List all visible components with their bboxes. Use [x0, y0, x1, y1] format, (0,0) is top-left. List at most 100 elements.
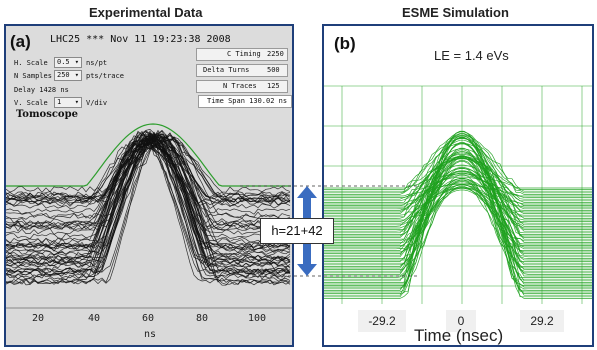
n-traces-value: 125 [267, 82, 280, 90]
signal-trace [324, 184, 592, 245]
signal-trace [324, 155, 592, 296]
harmonic-label: h=21+42 [260, 218, 334, 244]
h-scale-value: 0.5 [57, 58, 70, 66]
chevron-down-icon: ▾ [74, 71, 79, 79]
time-span-box: Time Span 130.02 ns [198, 95, 292, 108]
time-span-value: Time Span 130.02 ns [207, 97, 288, 105]
signal-trace [324, 133, 592, 240]
signal-trace [324, 139, 592, 237]
signal-trace [6, 135, 291, 235]
signal-trace [324, 136, 592, 274]
signal-trace [6, 141, 291, 231]
signal-trace [324, 184, 592, 270]
panel-tag-a: (a) [10, 32, 31, 51]
n-samples-select[interactable]: 250 ▾ [54, 70, 82, 81]
signal-trace [6, 136, 291, 250]
signal-trace [324, 149, 592, 278]
x-tick-label: 80 [196, 313, 209, 324]
trace-bundle [324, 130, 592, 299]
arrow-head-up [297, 186, 317, 198]
h-scale-label: H. Scale [14, 59, 48, 67]
signal-trace [324, 179, 592, 266]
v-scale-value: 1 [57, 98, 62, 106]
signal-trace [324, 170, 592, 235]
signal-trace [324, 181, 592, 259]
signal-trace [324, 156, 592, 227]
signal-trace [6, 132, 291, 199]
signal-trace [324, 172, 592, 243]
delta-turns-box: Delta Turns 500 [196, 64, 288, 77]
n-samples-unit: pts/trace [86, 72, 124, 80]
tomoscope-trace-plot [6, 26, 292, 345]
signal-trace [324, 188, 592, 248]
h-scale-select[interactable]: 0.5 ▾ [54, 57, 82, 68]
signal-trace [324, 183, 592, 197]
delta-turns-value: 500 [267, 66, 280, 74]
signal-trace [324, 189, 592, 250]
scope-title: LHC25 *** Nov 11 19:23:38 2008 [50, 34, 231, 45]
v-scale-unit: V/div [86, 99, 108, 107]
signal-trace [324, 151, 592, 256]
n-traces-box: N Traces 125 [196, 80, 288, 93]
signal-trace [324, 174, 592, 294]
c-timing-box: C Timing 2250 [196, 48, 288, 61]
signal-trace [6, 133, 291, 249]
delay-readout: Delay 1428 ns [14, 86, 69, 94]
simulation-trace-plot [324, 85, 592, 345]
signal-trace [6, 129, 291, 231]
signal-trace [324, 156, 592, 299]
signal-trace [6, 139, 291, 249]
plot-header-background [6, 26, 292, 130]
c-timing-label: C Timing [227, 50, 261, 58]
signal-trace [324, 157, 592, 298]
app-name: Tomoscope [16, 109, 78, 120]
esme-simulation-heading: ESME Simulation [402, 5, 509, 20]
x-tick-label: 0 [446, 310, 476, 332]
trace-bundle [6, 129, 291, 286]
h-scale-unit: ns/pt [86, 59, 108, 67]
arrow-head-down [297, 264, 317, 276]
signal-trace [324, 154, 592, 203]
x-tick-label: 60 [142, 313, 155, 324]
chevron-down-icon: ▾ [74, 98, 79, 106]
v-scale-label: V. Scale [14, 99, 48, 107]
x-axis-strip [6, 308, 292, 345]
delta-turns-label: Delta Turns [203, 66, 250, 74]
signal-trace [324, 171, 592, 232]
simulation-panel: (b) LE = 1.4 eVs -29.2 0 29.2 Time (nsec… [322, 24, 594, 347]
energy-label: LE = 1.4 eVs [434, 48, 509, 63]
n-samples-value: 250 [57, 71, 70, 79]
signal-trace [324, 137, 592, 264]
signal-trace [324, 164, 592, 213]
signal-trace [324, 178, 592, 229]
signal-trace [324, 176, 592, 198]
v-scale-select[interactable]: 1 ▾ [54, 97, 82, 108]
signal-trace [324, 131, 592, 230]
x-tick-label: 100 [248, 313, 267, 324]
signal-trace [324, 179, 592, 293]
signal-trace [324, 177, 592, 267]
n-samples-label: N Samples [14, 72, 52, 80]
chevron-down-icon: ▾ [74, 58, 79, 66]
x-tick-label: 29.2 [520, 310, 564, 332]
signal-trace [6, 140, 291, 227]
experimental-data-heading: Experimental Data [89, 5, 203, 20]
signal-trace [324, 161, 592, 285]
x-tick-label: -29.2 [358, 310, 406, 332]
signal-trace [324, 147, 592, 286]
signal-trace [324, 137, 592, 291]
signal-trace [324, 142, 592, 282]
signal-trace [324, 186, 592, 288]
signal-trace [324, 133, 592, 254]
signal-trace [324, 152, 592, 234]
signal-trace [6, 139, 291, 266]
signal-trace [324, 187, 592, 253]
signal-trace [6, 139, 291, 275]
signal-trace [6, 136, 291, 206]
signal-trace [6, 131, 291, 284]
signal-trace [324, 135, 592, 192]
x-tick-label: 20 [32, 313, 45, 324]
signal-trace [324, 173, 592, 211]
signal-trace [324, 167, 592, 269]
signal-trace [324, 142, 592, 275]
